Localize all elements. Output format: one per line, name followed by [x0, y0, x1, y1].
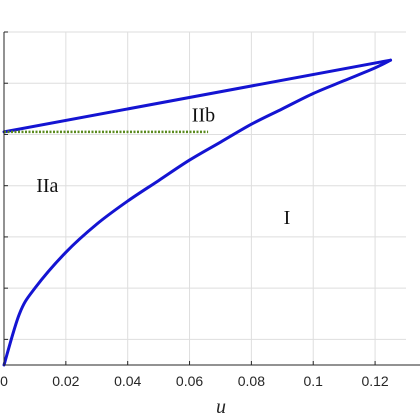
annotations: IIa IIb I: [36, 105, 290, 229]
series-group: [2, 58, 393, 367]
x-tick-label: 0.02: [52, 373, 79, 389]
series-line-1: [2, 58, 393, 134]
x-axis-label: u: [216, 396, 226, 418]
x-tick-label: 0.12: [361, 373, 388, 389]
x-tick-label: 0.08: [238, 373, 265, 389]
x-tick-label: 0: [0, 373, 8, 389]
region-label: IIa: [36, 175, 58, 197]
series-line-2: [2, 58, 393, 367]
region-label: IIb: [192, 105, 215, 127]
grid: [3, 31, 406, 365]
x-tick-label: 0.04: [114, 373, 141, 389]
region-label: I: [284, 207, 291, 229]
axes: [3, 32, 420, 366]
ticks: 0 0.02 0.04 0.06 0.08 0.1 0.12: [0, 31, 389, 389]
x-tick-label: 0.1: [303, 373, 323, 389]
x-tick-label: 0.06: [176, 373, 203, 389]
